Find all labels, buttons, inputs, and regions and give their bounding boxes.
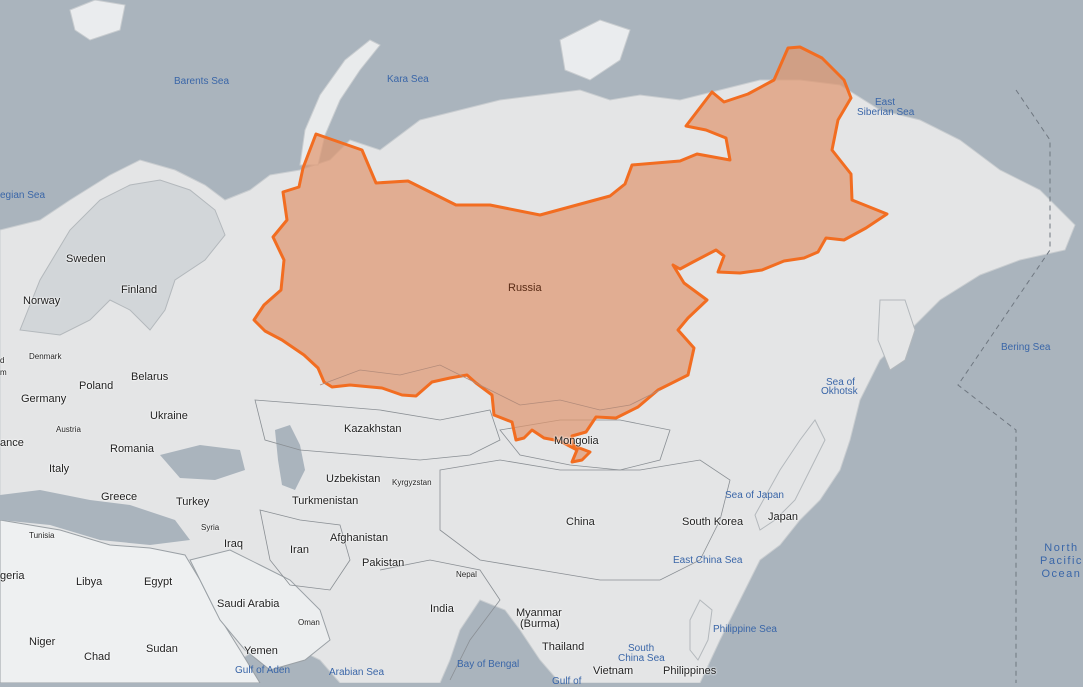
arabia-land xyxy=(189,549,331,671)
border-india xyxy=(379,559,501,681)
caspian-sea xyxy=(275,425,305,490)
kamchatka-land xyxy=(877,299,916,371)
black-sea xyxy=(160,445,245,480)
dateline-path xyxy=(957,89,1051,683)
russia-overlay[interactable] xyxy=(252,45,889,464)
scandinavia-land xyxy=(19,179,226,336)
russia-border-detail xyxy=(319,364,661,411)
mediterranean-sea xyxy=(0,490,190,545)
dateline xyxy=(957,89,1051,683)
severnaya-zemlya-land xyxy=(559,19,631,81)
philippines-land xyxy=(689,599,713,661)
svalbard-land xyxy=(69,0,126,41)
border-kazakhstan xyxy=(254,399,501,461)
japan-land xyxy=(754,419,826,531)
border-china xyxy=(439,459,731,581)
russia-shape[interactable] xyxy=(252,45,889,464)
border-iran xyxy=(259,509,351,591)
internal-russia-line xyxy=(319,364,661,411)
